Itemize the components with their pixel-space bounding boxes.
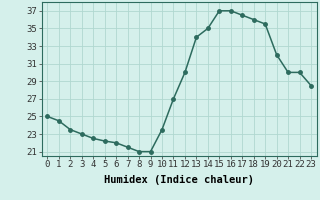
X-axis label: Humidex (Indice chaleur): Humidex (Indice chaleur) bbox=[104, 175, 254, 185]
